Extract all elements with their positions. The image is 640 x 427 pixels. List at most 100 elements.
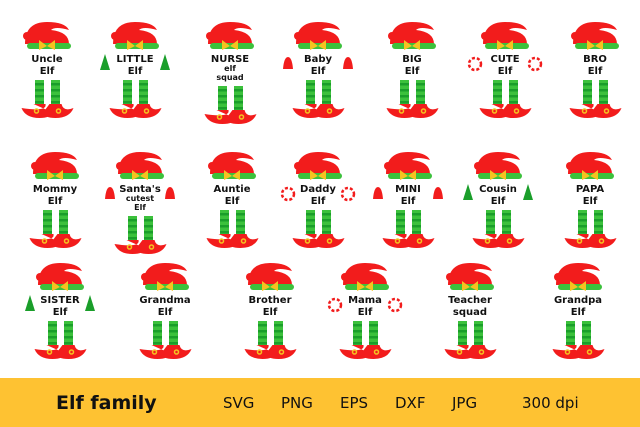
shoe-buckle: [68, 349, 75, 355]
shoe-buckle: [63, 238, 70, 244]
leg-stripe: [322, 101, 331, 104]
leg-stripe: [64, 342, 73, 345]
shoe-buckle: [478, 349, 485, 355]
leg-stripe: [400, 89, 409, 92]
leg-stripe: [128, 237, 137, 240]
elf-hat: [390, 22, 434, 44]
elf-leg: [594, 210, 603, 234]
elf-leg: [64, 321, 73, 345]
leg-stripe: [582, 342, 591, 345]
leg-stripe: [502, 219, 511, 222]
leg-stripe: [64, 324, 73, 327]
shoe-buckle: [576, 238, 583, 244]
leg-stripe: [236, 219, 245, 222]
bow-icon: [224, 170, 240, 180]
elf-hat: [343, 263, 387, 285]
elf-shoe: [204, 110, 235, 124]
bow-icon: [310, 40, 326, 50]
elf-label: PAPA: [576, 184, 605, 195]
leg-stripe: [236, 225, 245, 228]
peppermint-candy-icon: [340, 186, 356, 202]
elf-shoe: [314, 104, 345, 118]
leg-stripe: [322, 95, 331, 98]
leg-stripe: [474, 330, 483, 333]
elf-label: Elf: [263, 307, 278, 318]
hat-pompom: [388, 32, 396, 40]
leg-stripe: [566, 342, 575, 345]
elf-shoe: [472, 234, 503, 248]
tree-icon: [25, 295, 35, 311]
leg-stripe: [416, 83, 425, 86]
elf-leg: [353, 321, 362, 345]
shoe-buckle: [598, 238, 605, 244]
elf-label: Brother: [248, 295, 291, 306]
leg-stripe: [400, 95, 409, 98]
hat-pompom: [294, 162, 302, 170]
elf-label: Uncle: [31, 54, 63, 65]
elf-hat: [38, 263, 82, 285]
leg-stripe: [509, 101, 518, 104]
shoe-buckle: [456, 349, 463, 355]
elf-label: NURSE: [211, 54, 249, 65]
bell-icon: [165, 187, 175, 199]
bow-icon: [357, 281, 373, 291]
leg-stripe: [218, 101, 227, 104]
shoe-buckle: [151, 349, 158, 355]
shoe-buckle: [416, 238, 423, 244]
leg-stripe: [412, 231, 421, 234]
elf-shoe: [131, 104, 162, 118]
bow-icon: [490, 170, 506, 180]
leg-stripe: [234, 95, 243, 98]
leg-stripe: [35, 89, 44, 92]
shoe-buckle: [586, 349, 593, 355]
leg-stripe: [493, 101, 502, 104]
leg-stripe: [218, 95, 227, 98]
bow-icon: [157, 281, 173, 291]
elf-shoe: [56, 345, 87, 359]
elf-shoe: [552, 345, 583, 359]
elf-shoe: [404, 234, 435, 248]
leg-stripe: [416, 89, 425, 92]
leg-stripe: [412, 213, 421, 216]
hat-pompom: [116, 162, 124, 170]
hat-pompom: [31, 162, 39, 170]
format-svg: SVG: [223, 393, 255, 412]
leg-stripe: [59, 225, 68, 228]
bow-icon: [47, 170, 63, 180]
bow-icon: [400, 170, 416, 180]
elf-shoe: [21, 104, 52, 118]
leg-stripe: [123, 83, 132, 86]
leg-stripe: [274, 330, 283, 333]
elf-shoe: [266, 345, 297, 359]
collection-title: Elf family: [56, 391, 157, 414]
leg-stripe: [583, 101, 592, 104]
leg-stripe: [509, 95, 518, 98]
leg-stripe: [599, 89, 608, 92]
leg-stripe: [306, 231, 315, 234]
leg-stripe: [369, 330, 378, 333]
elf-label: Elf: [401, 196, 416, 207]
elf-shoe: [574, 345, 605, 359]
elf-leg: [220, 210, 229, 234]
elf-shoe: [244, 345, 275, 359]
elf-label: Elf: [48, 196, 63, 207]
tree-icon: [523, 184, 533, 200]
leg-stripe: [306, 219, 315, 222]
elf-label: Elf: [128, 66, 143, 77]
peppermint-candy-icon: [387, 297, 403, 313]
leg-stripe: [578, 231, 587, 234]
elf-label: Elf: [53, 307, 68, 318]
elf-leg: [144, 216, 153, 240]
elf-leg: [59, 210, 68, 234]
leg-stripe: [48, 324, 57, 327]
elf-shoe: [339, 345, 370, 359]
leg-stripe: [35, 95, 44, 98]
leg-stripe: [48, 336, 57, 339]
leg-stripe: [153, 336, 162, 339]
elf-hat: [210, 152, 254, 174]
elf-hat: [25, 22, 69, 44]
